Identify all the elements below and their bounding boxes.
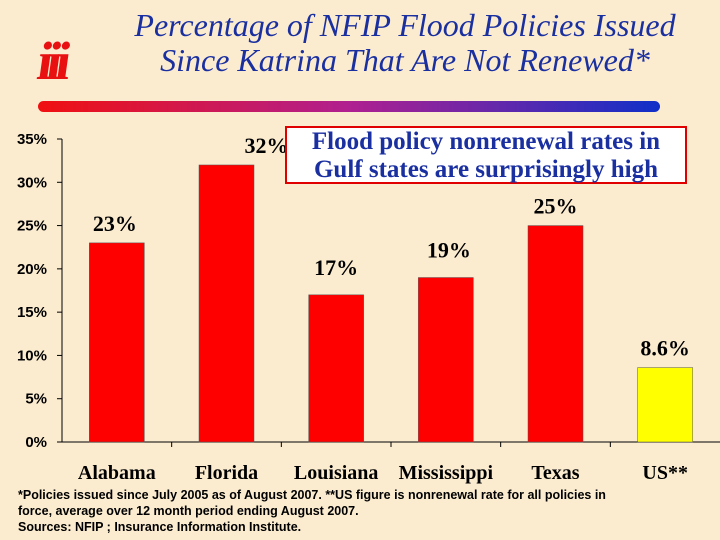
x-tick-label: Alabama — [78, 462, 156, 484]
page-title: Percentage of NFIP Flood Policies Issued… — [90, 8, 720, 78]
y-tick-label: 15% — [17, 304, 47, 321]
y-tick-label: 10% — [17, 347, 47, 364]
data-label: 23% — [93, 211, 137, 236]
title-line-1: Percentage of NFIP Flood Policies Issued — [134, 7, 676, 43]
data-label: 8.6% — [640, 336, 690, 361]
bar-louisiana — [308, 294, 364, 443]
data-label: 25% — [534, 194, 578, 219]
y-tick-label: 5% — [25, 391, 47, 408]
y-tick-label: 35% — [17, 131, 47, 148]
x-tick-label: Texas — [531, 462, 579, 484]
x-tick-label: Louisiana — [294, 462, 378, 484]
bar-mississippi — [418, 277, 474, 443]
title-divider — [38, 101, 660, 112]
x-tick-label: Florida — [195, 462, 258, 484]
bar-us — [637, 367, 693, 443]
bar-alabama — [89, 242, 145, 443]
footnote: *Policies issued since July 2005 as of A… — [18, 487, 718, 535]
data-label: 17% — [314, 255, 358, 280]
callout-line-1: Flood policy nonrenewal rates in — [311, 128, 661, 155]
data-label: 32% — [245, 133, 289, 158]
bar-texas — [527, 225, 584, 443]
footnote-line-1: *Policies issued since July 2005 as of A… — [18, 488, 606, 502]
callout-box: Flood policy nonrenewal rates in Gulf st… — [285, 126, 687, 184]
callout-line-2: Gulf states are surprisingly high — [313, 156, 659, 183]
y-tick-label: 0% — [25, 434, 47, 451]
data-label: 19% — [427, 238, 471, 263]
footnote-line-3: Sources: NFIP ; Insurance Information In… — [18, 520, 302, 534]
bar-florida — [198, 164, 255, 443]
y-tick-label: 25% — [17, 218, 47, 235]
footnote-line-2: force, average over 12 month period endi… — [18, 504, 359, 518]
y-tick-label: 20% — [17, 261, 47, 278]
x-tick-label: Mississippi — [399, 462, 494, 484]
x-tick-label: US** — [642, 462, 688, 484]
title-line-2: Since Katrina That Are Not Renewed* — [160, 42, 650, 78]
y-tick-label: 30% — [17, 174, 47, 191]
